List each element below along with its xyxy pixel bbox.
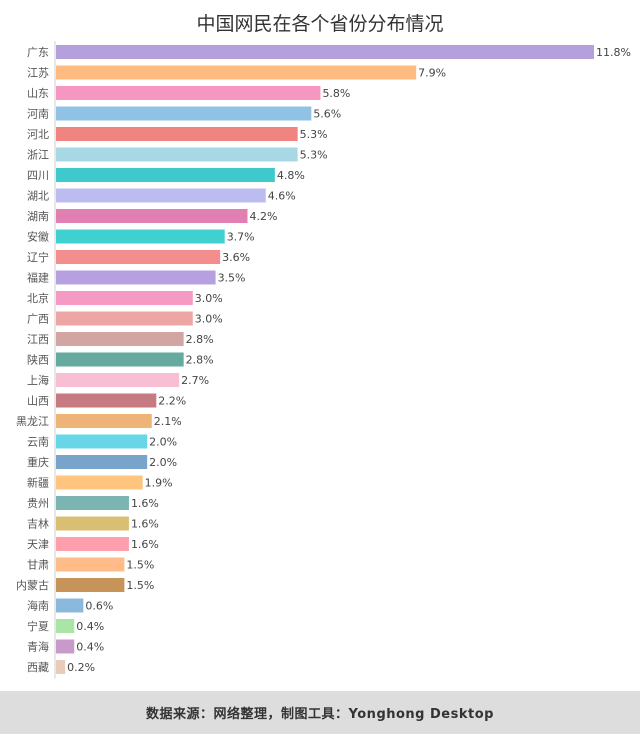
value-label: 2.8% [186, 333, 214, 346]
value-label: 5.3% [300, 149, 328, 162]
category-label: 云南 [27, 436, 49, 449]
bar [56, 660, 66, 674]
category-label: 陕西 [27, 353, 49, 367]
bar [56, 168, 275, 182]
category-label: 广西 [27, 313, 49, 326]
bar [56, 352, 184, 367]
value-label: 2.1% [154, 415, 182, 428]
category-label: 青海 [27, 640, 49, 654]
category-label: 黑龙江 [16, 415, 49, 428]
value-label: 2.8% [186, 354, 214, 367]
bar [56, 270, 216, 285]
value-label: 5.8% [322, 87, 350, 100]
value-label: 2.0% [149, 456, 177, 469]
bar [56, 373, 180, 387]
bar [56, 619, 75, 633]
value-label: 3.0% [195, 313, 223, 326]
source-footer: 数据来源：网络整理，制图工具：Yonghong Desktop [0, 691, 640, 734]
category-label: 吉林 [27, 517, 49, 531]
bar [56, 434, 148, 449]
category-label: 浙江 [27, 149, 49, 162]
bar [56, 537, 129, 551]
value-label: 1.6% [131, 497, 159, 510]
category-label: 上海 [27, 373, 49, 387]
bar [56, 229, 225, 244]
value-label: 3.0% [195, 292, 223, 305]
category-label: 海南 [27, 599, 49, 613]
category-label: 江西 [27, 333, 49, 346]
category-label: 天津 [27, 538, 49, 551]
bar [56, 250, 221, 264]
category-label: 湖南 [27, 210, 49, 223]
bar [56, 147, 298, 162]
bar [56, 578, 125, 592]
category-label: 福建 [27, 271, 49, 285]
bar [56, 188, 266, 203]
chart-title: 中国网民在各个省份分布情况 [196, 13, 444, 35]
value-label: 11.8% [596, 46, 631, 59]
bar [56, 414, 152, 428]
bar [56, 65, 417, 80]
bar [56, 311, 193, 326]
bar [56, 475, 143, 490]
category-label: 湖北 [27, 190, 49, 203]
value-label: 4.8% [277, 169, 305, 182]
bar [56, 639, 75, 654]
value-label: 3.6% [222, 251, 250, 264]
bar-chart: 广东 11.8% 江苏 7.9% 山东 5.8% 河南 5.6% 河北 5.3% 浙江 5.3% 四川 4… [16, 41, 631, 679]
category-label: 内蒙古 [16, 578, 49, 592]
value-label: 2.7% [181, 374, 209, 387]
category-label: 江苏 [27, 67, 49, 80]
value-label: 4.2% [249, 210, 277, 223]
category-label: 河北 [27, 128, 49, 141]
category-label: 新疆 [27, 476, 49, 490]
category-label: 宁夏 [27, 619, 49, 633]
bar [56, 332, 184, 346]
value-label: 3.7% [227, 231, 255, 244]
value-label: 7.9% [418, 67, 446, 80]
value-label: 4.6% [268, 190, 296, 203]
value-label: 0.2% [67, 661, 95, 674]
value-label: 0.6% [85, 600, 113, 613]
value-label: 1.6% [131, 518, 159, 531]
bar [56, 393, 157, 408]
category-label: 西藏 [27, 661, 49, 674]
category-label: 广东 [27, 46, 49, 59]
value-label: 3.5% [218, 272, 246, 285]
category-label: 贵州 [27, 497, 49, 510]
value-label: 1.5% [126, 579, 154, 592]
category-label: 辽宁 [27, 250, 49, 264]
bar [56, 455, 148, 469]
value-label: 0.4% [76, 620, 104, 633]
value-label: 1.9% [145, 477, 173, 490]
category-label: 安徽 [27, 230, 49, 244]
bar [56, 291, 193, 305]
value-label: 2.2% [158, 395, 186, 408]
bar [56, 209, 248, 223]
category-label: 四川 [27, 169, 49, 182]
value-label: 5.3% [300, 128, 328, 141]
category-label: 山东 [27, 87, 49, 100]
value-label: 2.0% [149, 436, 177, 449]
bar [56, 516, 129, 531]
category-label: 北京 [27, 291, 49, 305]
category-label: 山西 [27, 395, 49, 408]
value-label: 1.5% [126, 559, 154, 572]
bar [56, 45, 594, 59]
value-label: 5.6% [313, 108, 341, 121]
bar [56, 86, 321, 100]
value-label: 1.6% [131, 538, 159, 551]
category-label: 河南 [27, 108, 49, 121]
category-label: 重庆 [27, 455, 49, 469]
value-label: 0.4% [76, 641, 104, 654]
bar [56, 598, 84, 613]
bar [56, 557, 125, 572]
bar [56, 106, 312, 121]
bar [56, 127, 298, 141]
bar [56, 496, 129, 510]
category-label: 甘肃 [27, 559, 49, 572]
